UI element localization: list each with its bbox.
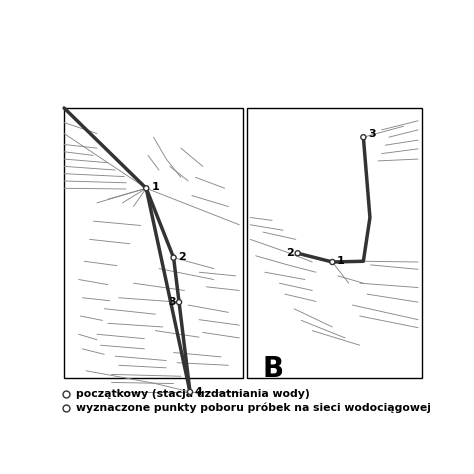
Circle shape bbox=[176, 300, 182, 305]
Text: początkowy (stacja uzdatniania wody): początkowy (stacja uzdatniania wody) bbox=[76, 389, 310, 399]
Circle shape bbox=[295, 251, 300, 256]
Circle shape bbox=[330, 259, 335, 264]
Circle shape bbox=[187, 389, 192, 394]
Text: B: B bbox=[263, 355, 284, 383]
Text: 1: 1 bbox=[337, 255, 345, 265]
Text: 3: 3 bbox=[368, 128, 376, 138]
Text: 2: 2 bbox=[286, 248, 294, 258]
FancyBboxPatch shape bbox=[64, 108, 243, 378]
FancyBboxPatch shape bbox=[246, 108, 422, 378]
Circle shape bbox=[171, 255, 176, 260]
Circle shape bbox=[144, 186, 149, 191]
Text: wyznaczone punkty poboru próbek na sieci wodociągowej: wyznaczone punkty poboru próbek na sieci… bbox=[76, 403, 431, 413]
Circle shape bbox=[361, 135, 366, 140]
Text: 3: 3 bbox=[168, 297, 176, 307]
Text: 1: 1 bbox=[152, 182, 159, 192]
Text: 4: 4 bbox=[195, 387, 202, 397]
Text: 2: 2 bbox=[178, 252, 186, 262]
